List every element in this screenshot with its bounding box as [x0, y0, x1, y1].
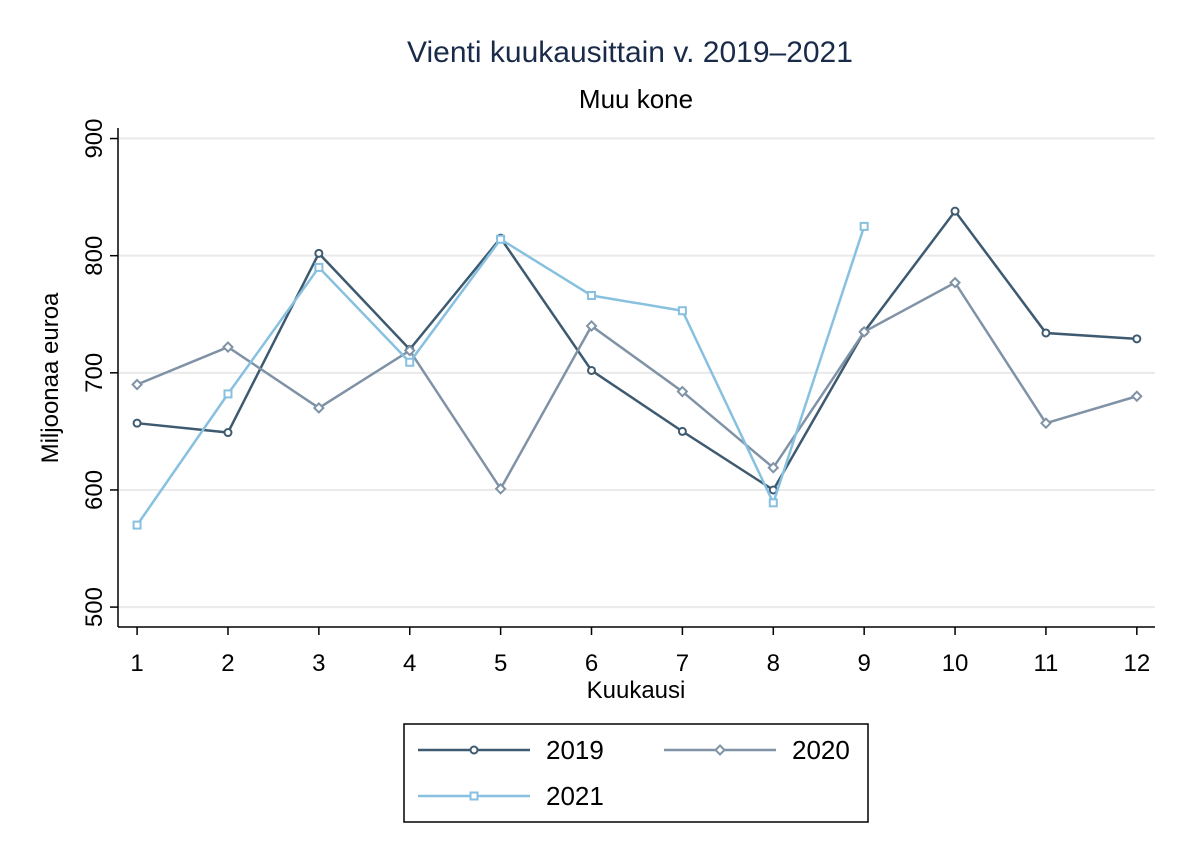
- y-tick-label: 900: [81, 119, 108, 159]
- x-tick-label: 7: [676, 650, 689, 677]
- x-tick-label: 6: [585, 650, 598, 677]
- marker: [858, 325, 871, 338]
- chart-subtitle: Muu kone: [579, 84, 693, 114]
- y-tick-label: 600: [81, 470, 108, 510]
- marker: [469, 745, 479, 755]
- x-tick-label: 9: [857, 650, 870, 677]
- marker: [403, 344, 416, 357]
- marker: [767, 461, 780, 474]
- data-line: [136, 280, 1138, 492]
- x-tick-label: 1: [130, 650, 143, 677]
- marker: [677, 306, 687, 316]
- marker: [585, 320, 598, 332]
- marker: [1041, 328, 1051, 338]
- marker: [768, 498, 778, 508]
- marker: [131, 378, 144, 391]
- x-tick-label: 5: [494, 650, 507, 677]
- x-tick-label: 12: [1123, 650, 1150, 677]
- legend-label: 2020: [792, 735, 850, 765]
- legend-box: [403, 723, 869, 823]
- x-tick-label: 2: [221, 650, 234, 677]
- marker: [587, 291, 597, 301]
- marker: [859, 221, 869, 231]
- y-tick-label: 500: [81, 587, 108, 627]
- marker: [1040, 417, 1052, 430]
- x-tick-label: 8: [767, 650, 780, 677]
- legend-label: 2021: [546, 781, 604, 811]
- x-tick-label: 4: [403, 650, 416, 677]
- x-tick-label: 10: [942, 650, 969, 677]
- x-tick-label: 11: [1033, 650, 1058, 677]
- x-axis-label: Kuukausi: [587, 677, 686, 704]
- chart-title: Vienti kuukausittain v. 2019–2021: [407, 36, 853, 69]
- y-axis-label: Miljoonaa euroa: [37, 292, 64, 463]
- marker: [714, 744, 726, 756]
- marker: [132, 418, 142, 428]
- marker: [496, 234, 506, 244]
- y-tick-label: 700: [81, 353, 108, 393]
- y-tick-label: 800: [81, 236, 108, 276]
- marker: [677, 426, 687, 436]
- marker: [587, 365, 597, 375]
- marker: [222, 341, 234, 353]
- data-line: [136, 209, 1137, 492]
- marker: [223, 389, 233, 399]
- marker: [494, 482, 507, 495]
- marker: [314, 262, 324, 272]
- marker: [312, 402, 325, 414]
- marker: [314, 248, 324, 258]
- x-tick-label: 3: [312, 650, 325, 677]
- marker: [223, 428, 233, 438]
- marker: [950, 206, 960, 216]
- marker: [469, 791, 479, 801]
- marker: [132, 520, 142, 530]
- marker: [949, 276, 961, 289]
- marker: [1132, 334, 1142, 344]
- legend-label: 2019: [546, 735, 604, 765]
- marker: [676, 385, 689, 398]
- marker: [1130, 390, 1143, 403]
- marker: [405, 357, 415, 367]
